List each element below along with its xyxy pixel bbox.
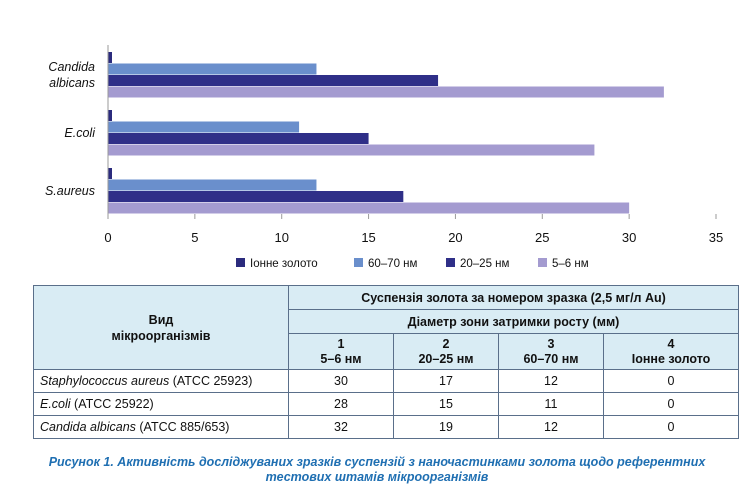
value-cell: 11 — [498, 392, 604, 416]
legend-label: 20–25 нм — [460, 258, 510, 270]
bar — [108, 168, 112, 179]
bar — [108, 191, 404, 202]
value-cell: 0 — [602, 369, 740, 393]
x-tick-label: 20 — [448, 230, 462, 245]
bar — [108, 63, 317, 75]
bar — [108, 75, 439, 86]
category-label: Candida — [48, 60, 95, 74]
figure-caption: Рисунок 1. Активність досліджуваних зраз… — [0, 455, 754, 485]
category-label: S.aureus — [45, 184, 95, 198]
value-cell: 0 — [602, 415, 740, 439]
table-row: Candida albicans (ATCC 885/653) 32 19 12… — [33, 415, 740, 439]
legend-label: 5–6 нм — [552, 258, 589, 270]
caption-line: тестових штамів мікроорганізмів — [265, 470, 489, 484]
x-tick-label: 15 — [361, 230, 375, 245]
value-cell: 15 — [393, 392, 499, 416]
x-tick-label: 5 — [191, 230, 198, 245]
sample-column-header: 4 Іонне золото — [602, 333, 740, 370]
chart-labels: Candida albicans E.coli S.aureus 0 5 10 15 20 25 3… — [45, 45, 723, 245]
table-row: Staphylococcus aureus (ATCC 25923) 30 17… — [33, 369, 740, 393]
chart-legend: Іонне золото 60–70 нм 20–25 нм 5–6 нм — [236, 258, 589, 270]
bar — [108, 86, 664, 98]
x-tick-label: 30 — [622, 230, 636, 245]
suspension-group-header: Суспензія золота за номером зразка (2,5 … — [287, 285, 740, 310]
category-label: E.coli — [64, 126, 96, 140]
x-tick-label: 10 — [274, 230, 288, 245]
sample-column-header: 1 5–6 нм — [288, 333, 394, 370]
species-cell: Staphylococcus aureus (ATCC 25923) — [33, 369, 289, 393]
sample-column-header: 2 20–25 нм — [393, 333, 499, 370]
species-cell: Candida albicans (ATCC 885/653) — [33, 415, 289, 439]
species-cell: E.coli (ATCC 25922) — [33, 392, 289, 416]
value-cell: 0 — [602, 392, 740, 416]
bar — [108, 144, 595, 156]
species-column-header: Вид мікроорганізмів — [33, 285, 289, 370]
legend-swatch — [354, 258, 363, 267]
inhibition-zone-header: Діаметр зони затримки росту (мм) — [287, 309, 740, 334]
bar — [108, 110, 112, 121]
value-cell: 30 — [288, 369, 394, 393]
value-cell: 12 — [498, 415, 604, 439]
category-label: albicans — [49, 76, 95, 90]
chart-bars — [108, 52, 664, 214]
value-cell: 17 — [393, 369, 499, 393]
x-tick-label: 25 — [535, 230, 549, 245]
value-cell: 32 — [288, 415, 394, 439]
results-table: Вид мікроорганізмів Суспензія золота за … — [33, 285, 740, 439]
bar — [108, 121, 300, 133]
legend-swatch — [236, 258, 245, 267]
table-row: E.coli (ATCC 25922) 28 15 11 0 — [33, 392, 740, 416]
bar — [108, 52, 112, 63]
legend-swatch — [446, 258, 455, 267]
bar-chart: Candida albicans E.coli S.aureus 0 5 10 15 20 25 3… — [45, 45, 723, 270]
bar — [108, 202, 630, 214]
value-cell: 19 — [393, 415, 499, 439]
legend-label: 60–70 нм — [368, 258, 418, 270]
bar — [108, 133, 369, 144]
legend-swatch — [538, 258, 547, 267]
caption-line: Рисунок 1. Активність досліджуваних зраз… — [48, 455, 706, 469]
x-tick-label: 0 — [104, 230, 111, 245]
value-cell: 12 — [498, 369, 604, 393]
bar — [108, 179, 317, 191]
sample-column-header: 3 60–70 нм — [498, 333, 604, 370]
value-cell: 28 — [288, 392, 394, 416]
legend-label: Іонне золото — [250, 258, 318, 270]
x-tick-label: 35 — [709, 230, 723, 245]
